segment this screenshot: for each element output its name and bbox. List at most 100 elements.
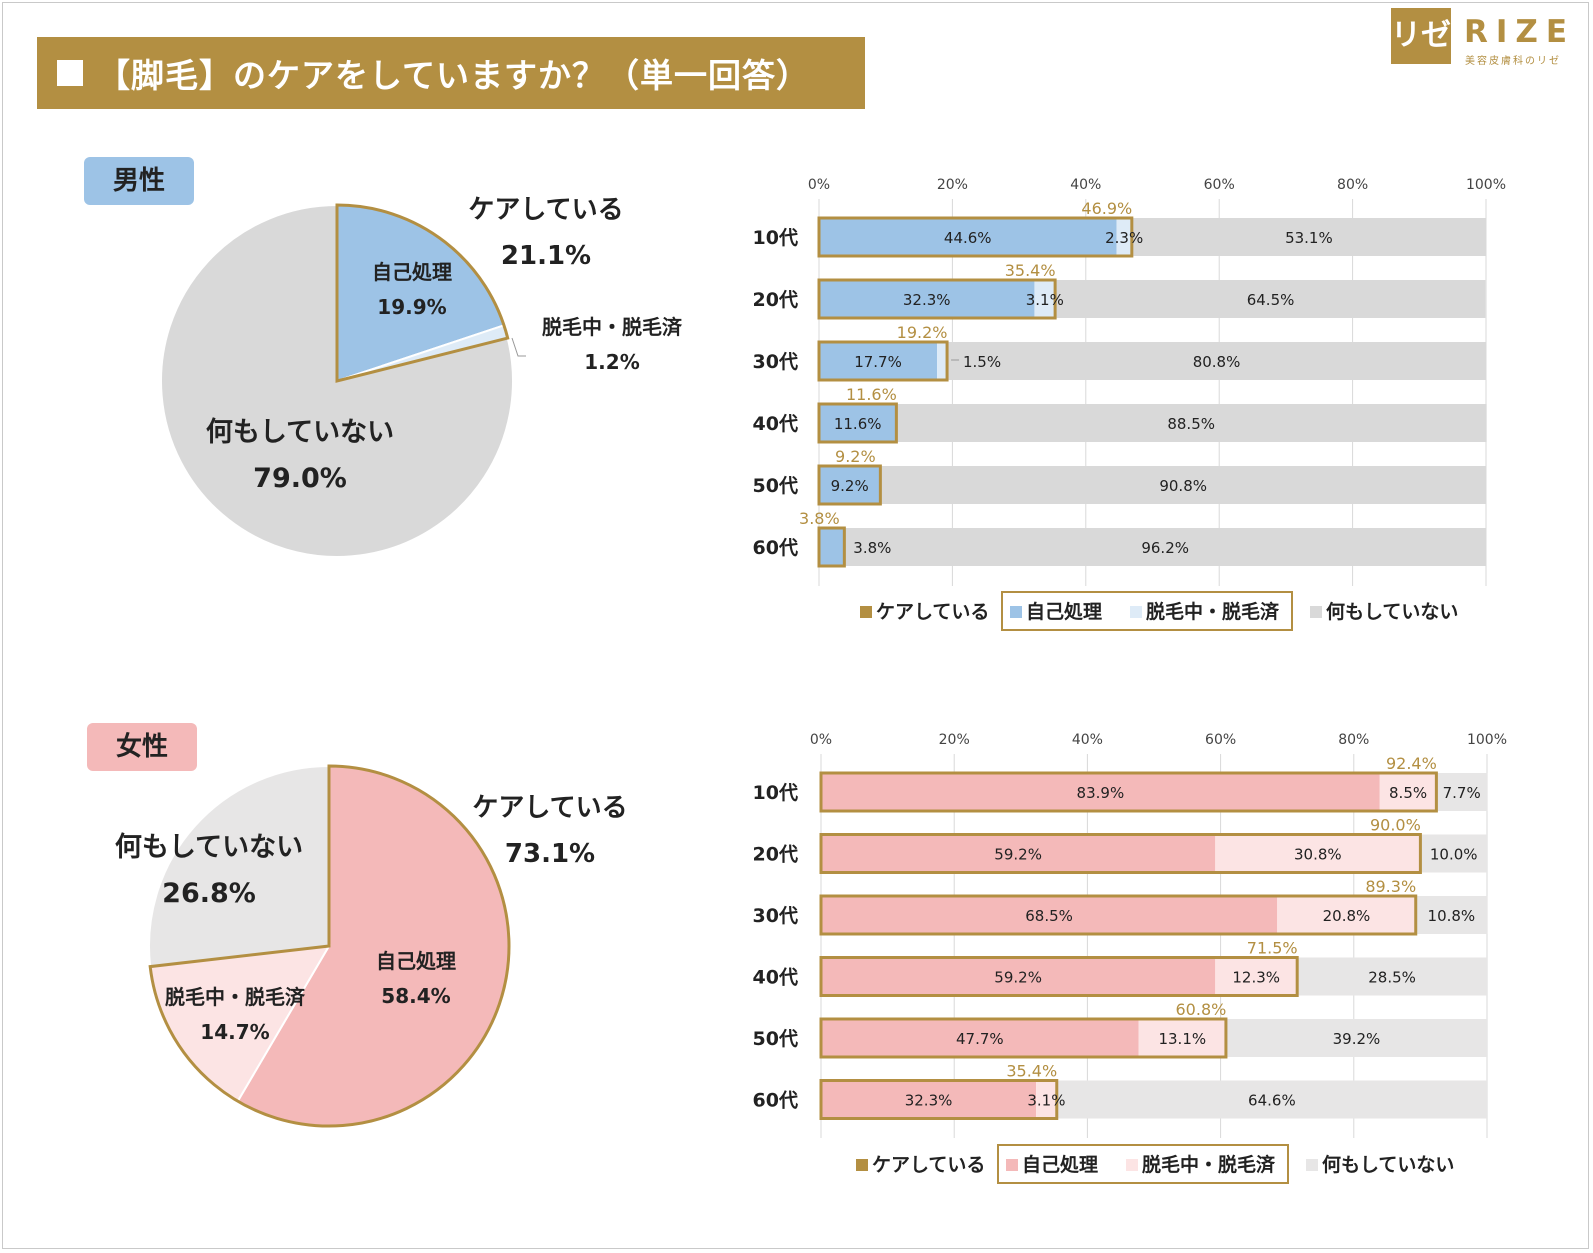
bar-segment-0-0 — [819, 218, 1117, 256]
pie-group-label: ケアしている — [468, 195, 623, 225]
removal-value-3: 12.3% — [1232, 969, 1280, 987]
category-label-0: 10代 — [753, 782, 798, 804]
legend-label-0: ケアしている — [876, 601, 989, 623]
care-total-label-1: 90.0% — [1370, 816, 1421, 835]
x-tick-label-3: 60% — [1205, 732, 1236, 748]
x-tick-label-1: 20% — [937, 177, 968, 193]
care-outline-2 — [817, 340, 949, 382]
category-label-3: 40代 — [753, 967, 798, 989]
bar-segment-0-1 — [819, 280, 1035, 318]
pie-slice-value-2: 79.0% — [253, 463, 347, 494]
self-value-4: 47.7% — [956, 1030, 1004, 1048]
bar-segment-0-0 — [821, 773, 1380, 811]
bar-segment-2-3 — [896, 404, 1487, 442]
bar-segment-1-1 — [1034, 280, 1056, 318]
nothing-value-2: 10.8% — [1428, 907, 1476, 925]
bar-segment-1-5 — [1036, 1080, 1057, 1119]
care-total-label-5: 35.4% — [1006, 1062, 1057, 1081]
category-label-1: 20代 — [753, 289, 798, 311]
pie-group-value: 21.1% — [501, 241, 591, 271]
pie-slice-2 — [147, 764, 330, 968]
removal-value-1: 3.1% — [1026, 291, 1064, 309]
bar-segment-1-3 — [1215, 957, 1298, 996]
removal-value-0: 2.3% — [1105, 229, 1143, 247]
care-total-label-3: 11.6% — [846, 385, 897, 404]
care-outline-3 — [819, 956, 1299, 997]
x-tick-label-3: 60% — [1204, 177, 1235, 193]
category-label-2: 30代 — [753, 351, 798, 373]
bar-segment-2-5 — [844, 528, 1486, 566]
bar-segment-0-3 — [821, 957, 1216, 996]
logo-name: RIZE — [1464, 14, 1576, 50]
x-tick-label-2: 40% — [1070, 177, 1101, 193]
removal-value-2: 20.8% — [1323, 907, 1371, 925]
self-value-4: 9.2% — [831, 477, 869, 495]
self-value-2: 68.5% — [1025, 907, 1073, 925]
legend-swatch-0 — [860, 606, 872, 618]
care-outline-3 — [817, 402, 898, 444]
nothing-value-0: 53.1% — [1285, 229, 1333, 247]
bar-segment-2-3 — [1297, 957, 1487, 996]
pie-slice-value-0: 19.9% — [377, 295, 446, 319]
x-tick-label-0: 0% — [810, 732, 832, 748]
logo-subtitle: 美容皮膚科のリゼ — [1465, 56, 1561, 67]
pie-chart-male: 自己処理 19.9% 脱毛中・脱毛済 1.2% 何もしていない 79.0% ケアしている 21… — [160, 195, 683, 558]
bar-segment-2-4 — [880, 466, 1486, 504]
pie-slice-value-1: 1.2% — [584, 350, 639, 374]
logo-mark: リゼ — [1391, 8, 1451, 64]
legend-swatch-2 — [1126, 1159, 1138, 1171]
pie-slice-value-2: 26.8% — [162, 878, 256, 909]
legend-swatch-1 — [1006, 1159, 1018, 1171]
nothing-value-4: 39.2% — [1333, 1030, 1381, 1048]
bar-segment-1-2 — [937, 342, 948, 380]
category-label-5: 60代 — [753, 1090, 798, 1112]
legend-label-3: 何もしていない — [1326, 600, 1458, 623]
care-total-label-2: 89.3% — [1365, 877, 1416, 896]
self-value-1: 32.3% — [903, 291, 951, 309]
bar-segment-2-5 — [1056, 1080, 1487, 1119]
care-total-label-4: 60.8% — [1176, 1000, 1227, 1019]
legend-label-2: 脱毛中・脱毛済 — [1146, 600, 1280, 623]
self-value-0: 44.6% — [944, 229, 992, 247]
nothing-value-1: 10.0% — [1430, 846, 1478, 864]
bar-segment-0-3 — [819, 404, 897, 442]
x-tick-label-5: 100% — [1466, 177, 1506, 193]
title-bar: 【脚毛】のケアをしていますか？（単一回答） — [37, 37, 865, 109]
pie-slice-label-0: 自己処理 — [372, 260, 452, 284]
bar-segment-2-2 — [947, 342, 1486, 380]
legend-label-2: 脱毛中・脱毛済 — [1142, 1153, 1276, 1176]
care-outline-0 — [817, 216, 1134, 258]
bar-segment-0-2 — [821, 896, 1278, 934]
bar-segment-1-0 — [1379, 773, 1437, 811]
care-total-label-5: 3.8% — [799, 509, 840, 528]
self-value-3: 59.2% — [994, 969, 1042, 987]
care-outline-4 — [817, 464, 882, 506]
nothing-value-4: 90.8% — [1159, 477, 1207, 495]
legend-label-1: 自己処理 — [1026, 600, 1102, 623]
self-value-5: 32.3% — [905, 1092, 953, 1110]
self-value-0: 83.9% — [1077, 784, 1125, 802]
care-outline-1 — [819, 833, 1422, 874]
pie-slice-label-0: 自己処理 — [376, 949, 456, 973]
removal-value-1: 30.8% — [1294, 846, 1342, 864]
x-tick-label-0: 0% — [808, 177, 830, 193]
nothing-value-5: 96.2% — [1141, 539, 1189, 557]
bar-segment-2-1 — [1420, 834, 1487, 873]
category-label-5: 60代 — [753, 537, 798, 559]
bar-segment-1-0 — [1116, 218, 1132, 256]
x-tick-label-4: 80% — [1337, 177, 1368, 193]
title-square-icon — [57, 60, 83, 86]
page-title: 【脚毛】のケアをしていますか？（単一回答） — [97, 56, 811, 95]
legend-swatch-1 — [1010, 606, 1022, 618]
legend-swatch-0 — [856, 1159, 868, 1171]
x-tick-label-2: 40% — [1072, 732, 1103, 748]
care-total-label-1: 35.4% — [1005, 261, 1056, 280]
pie-slice-value-0: 58.4% — [381, 984, 450, 1008]
bar-segment-0-5 — [819, 528, 845, 566]
bar-segment-1-4 — [1138, 1019, 1226, 1057]
self-value-5: 3.8% — [853, 539, 891, 557]
removal-value-2: 1.5% — [963, 353, 1001, 371]
care-outline-4 — [819, 1017, 1228, 1059]
bar-segment-0-2 — [819, 342, 938, 380]
